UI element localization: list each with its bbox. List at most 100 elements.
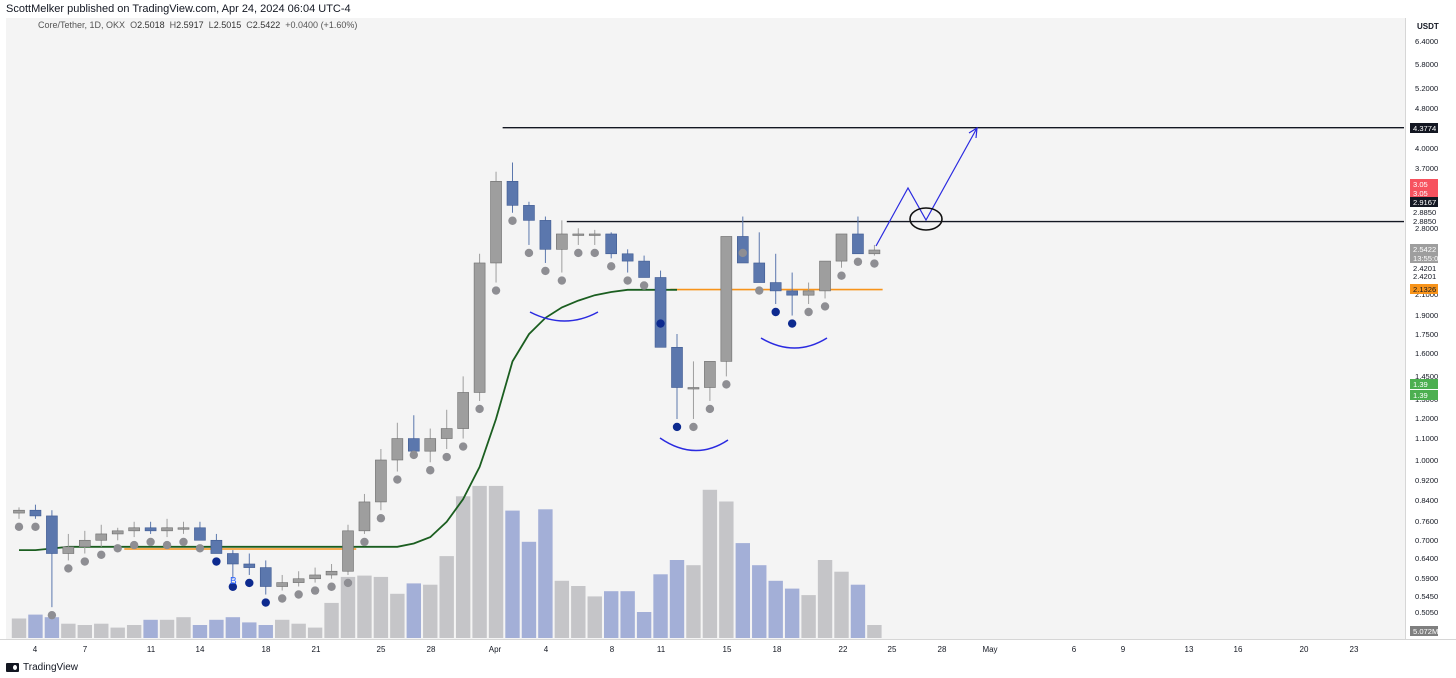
volume-bar [488, 485, 504, 638]
time-tick-label: 15 [723, 645, 732, 654]
price-tick-label: 0.5050 [1415, 608, 1438, 617]
indicator-dot [162, 540, 172, 550]
indicator-dot [195, 544, 205, 553]
indicator-dot [113, 544, 122, 553]
candle-body [506, 180, 519, 206]
b-marker-label: B [230, 576, 237, 587]
candle-body [473, 262, 486, 393]
candle-body [177, 527, 190, 530]
price-label-text: 2.4201 [1413, 264, 1436, 273]
volume-bar [455, 496, 471, 638]
candle-body [29, 509, 42, 517]
price-label-box [1410, 284, 1438, 294]
price-tick-label: 0.9200 [1415, 476, 1438, 485]
shoulder-arc-right [760, 337, 828, 349]
indicator-dot [804, 307, 813, 317]
symbol-name[interactable]: Core/Tether, 1D, OKX [38, 20, 126, 30]
indicator-dots [14, 216, 879, 620]
time-tick-label: 25 [888, 645, 897, 654]
price-label-box [1410, 271, 1438, 281]
volume-bar [538, 509, 553, 638]
price-label-text: 2.9167 [1413, 198, 1436, 207]
footer [0, 659, 1456, 678]
volume-bar [604, 591, 619, 638]
indicator-dot [853, 257, 863, 266]
candle-body [46, 515, 58, 554]
indicator-dot [541, 266, 550, 276]
price-tick-label: 4.8000 [1415, 104, 1438, 113]
price-label-box [1410, 216, 1438, 226]
candle-body [227, 553, 239, 565]
price-scale-unit[interactable]: USDT [1417, 22, 1439, 31]
volume-bar [242, 622, 257, 638]
candle-body [457, 392, 469, 429]
price-tick-label: 5.8000 [1415, 60, 1438, 69]
price-tick-label: 0.5450 [1415, 592, 1438, 601]
indicator-dot [639, 281, 649, 290]
price-tick-label: 0.8400 [1415, 496, 1438, 505]
indicator-dot [294, 590, 303, 599]
price-tick-label: 1.6000 [1415, 349, 1438, 358]
close-label: C [246, 20, 253, 30]
candle-series [13, 162, 881, 608]
indicator-dot [80, 557, 90, 566]
indicator-dot [278, 594, 287, 603]
price-label-box [1410, 626, 1438, 636]
indicator-dot [607, 262, 616, 271]
volume-bar [225, 617, 241, 638]
candle-body [802, 290, 815, 296]
volume-bar [735, 543, 750, 638]
time-scale[interactable] [0, 639, 1456, 659]
indicator-dot [590, 248, 599, 258]
tradingview-brand[interactable]: TradingView [6, 662, 78, 673]
indicator-dot [409, 450, 418, 460]
volume-bar [258, 625, 273, 638]
indicator-dot [623, 276, 632, 285]
tradingview-logo-icon [6, 663, 19, 672]
candle-body [391, 438, 404, 461]
close-value: 2.5422 [252, 20, 281, 30]
candle-body [687, 387, 700, 390]
price-label-text: 1.39 [1413, 391, 1428, 400]
candle-body [819, 260, 831, 292]
high-value: 2.5917 [176, 20, 204, 30]
price-tick-label: 3.7000 [1415, 164, 1438, 173]
candle-body [259, 567, 272, 587]
indicator-dot-navy [212, 557, 221, 566]
indicator-dot [820, 302, 830, 311]
price-scale[interactable] [1405, 18, 1456, 639]
candle-body [704, 361, 716, 388]
candle-body [490, 180, 502, 264]
indicator-dot [31, 522, 40, 532]
time-tick-label: 18 [262, 645, 271, 654]
candle-body [194, 527, 206, 541]
candle-body [79, 539, 91, 548]
indicator-dot [343, 578, 353, 588]
volume-bar [669, 560, 685, 638]
price-label-box [1410, 263, 1438, 273]
volume-bar [620, 591, 635, 638]
indicator-dot [705, 404, 715, 414]
volume-bar [834, 571, 849, 638]
candle-body [358, 501, 371, 532]
time-tick-label: 22 [839, 645, 848, 654]
indicator-dot [376, 514, 386, 523]
time-tick-label: 8 [610, 645, 615, 654]
volume-bar [357, 575, 372, 638]
candle-body [440, 428, 453, 439]
open-label: O [130, 20, 138, 30]
indicator-dot-navy [656, 319, 665, 328]
volume-bar [340, 576, 356, 638]
candle-body [161, 527, 173, 532]
indicator-dot [442, 452, 451, 462]
candle-body [407, 438, 420, 452]
price-tick-label: 1.9000 [1415, 311, 1438, 320]
price-tick-label: 5.2000 [1415, 84, 1438, 93]
indicator-dot [327, 582, 336, 591]
price-tick-label: 6.4000 [1415, 37, 1438, 46]
price-label-text: 3.05 [1413, 180, 1428, 189]
price-tick-label: 1.7500 [1415, 330, 1438, 339]
candle-body [13, 509, 25, 514]
high-label: H [169, 20, 177, 30]
candle-body [605, 233, 618, 255]
